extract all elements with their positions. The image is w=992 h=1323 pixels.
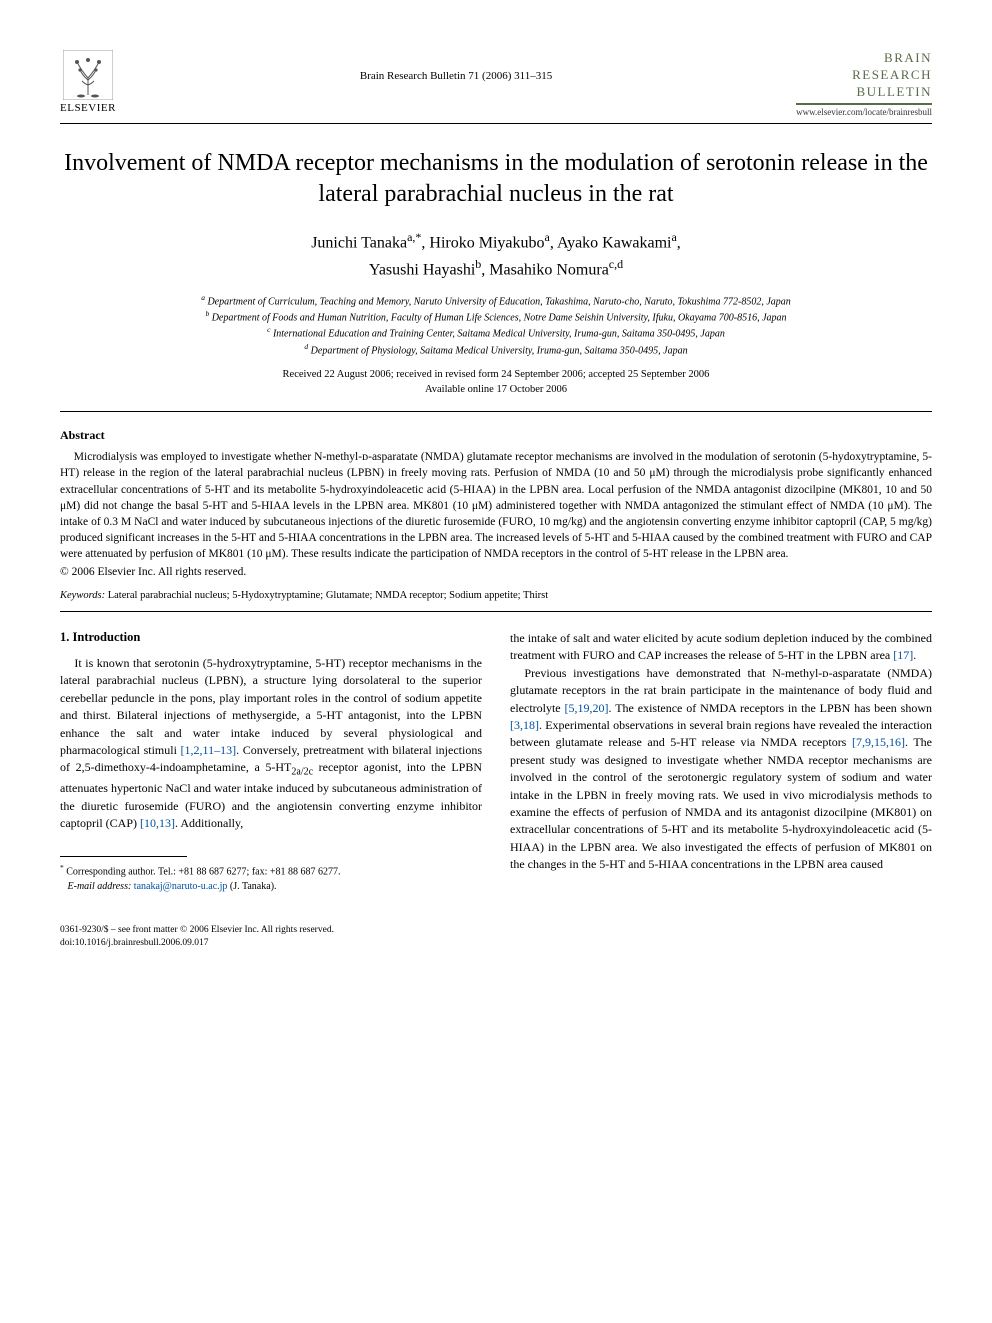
journal-name-line1: BRAIN bbox=[796, 50, 932, 67]
affiliation-c-text: International Education and Training Cen… bbox=[273, 329, 725, 340]
email-link[interactable]: tanakaj@naruto-u.ac.jp bbox=[131, 881, 227, 892]
footer-doi: doi:10.1016/j.brainresbull.2006.09.017 bbox=[60, 937, 932, 950]
journal-name-line3: BULLETIN bbox=[796, 84, 932, 101]
corresponding-author-footnote: * Corresponding author. Tel.: +81 88 687… bbox=[60, 863, 482, 893]
footnote-corr: * Corresponding author. Tel.: +81 88 687… bbox=[60, 863, 482, 879]
left-column: 1. Introduction It is known that seroton… bbox=[60, 630, 482, 894]
journal-citation: Brain Research Bulletin 71 (2006) 311–31… bbox=[360, 70, 552, 82]
affiliation-d: d Department of Physiology, Saitama Medi… bbox=[60, 342, 932, 358]
divider bbox=[60, 411, 932, 412]
intro-p3: Previous investigations have demonstrate… bbox=[510, 665, 932, 874]
keywords: Keywords: Lateral parabrachial nucleus; … bbox=[60, 590, 932, 601]
citation-link[interactable]: [3,18] bbox=[510, 718, 539, 732]
author-1-aff: a,* bbox=[407, 230, 421, 244]
citation-link[interactable]: [1,2,11–13] bbox=[181, 743, 237, 757]
affiliation-b-text: Department of Foods and Human Nutrition,… bbox=[212, 312, 787, 323]
publisher-logo: ELSEVIER bbox=[60, 50, 116, 114]
intro-p3d: . The present study was designed to inve… bbox=[510, 735, 932, 871]
footnote-email-label: E-mail address: bbox=[68, 881, 132, 892]
author-5: , Masahiko Nomura bbox=[481, 262, 609, 279]
journal-brand: BRAIN RESEARCH BULLETIN www.elsevier.com… bbox=[796, 50, 932, 117]
page-footer: 0361-9230/$ – see front matter © 2006 El… bbox=[60, 924, 932, 950]
footnote-corr-text: Corresponding author. Tel.: +81 88 687 6… bbox=[66, 867, 340, 878]
author-4: Yasushi Hayashi bbox=[369, 262, 475, 279]
body-columns: 1. Introduction It is known that seroton… bbox=[60, 630, 932, 894]
received-date: Received 22 August 2006; received in rev… bbox=[60, 368, 932, 383]
citation-link[interactable]: [5,19,20] bbox=[565, 701, 609, 715]
affiliation-a: a Department of Curriculum, Teaching and… bbox=[60, 293, 932, 309]
affiliation-a-text: Department of Curriculum, Teaching and M… bbox=[207, 296, 790, 307]
right-column: the intake of salt and water elicited by… bbox=[510, 630, 932, 894]
online-date: Available online 17 October 2006 bbox=[60, 383, 932, 398]
footnote-email: E-mail address: tanakaj@naruto-u.ac.jp (… bbox=[60, 880, 482, 894]
author-1: Junichi Tanaka bbox=[311, 234, 407, 251]
footnote-email-who: (J. Tanaka). bbox=[227, 881, 276, 892]
footnote-separator bbox=[60, 856, 187, 857]
abstract-body: Microdialysis was employed to investigat… bbox=[60, 449, 932, 562]
intro-p1a: It is known that serotonin (5-hydroxytry… bbox=[60, 656, 482, 757]
intro-p1: It is known that serotonin (5-hydroxytry… bbox=[60, 655, 482, 832]
footer-copyright: 0361-9230/$ – see front matter © 2006 El… bbox=[60, 924, 932, 937]
section-heading-intro: 1. Introduction bbox=[60, 630, 482, 645]
intro-p2b: . bbox=[913, 648, 916, 662]
keywords-label: Keywords: bbox=[60, 590, 105, 601]
citation-link[interactable]: [17] bbox=[893, 648, 913, 662]
author-sep: , bbox=[677, 234, 681, 251]
publisher-name: ELSEVIER bbox=[60, 102, 116, 114]
intro-p3b: . The existence of NMDA receptors in the… bbox=[609, 701, 932, 715]
affiliation-c: c International Education and Training C… bbox=[60, 325, 932, 341]
elsevier-tree-icon bbox=[63, 50, 113, 100]
author-3: , Ayako Kawakami bbox=[550, 234, 672, 251]
affiliations: a Department of Curriculum, Teaching and… bbox=[60, 293, 932, 358]
journal-url: www.elsevier.com/locate/brainresbull bbox=[796, 107, 932, 117]
author-5-aff: c,d bbox=[609, 257, 623, 271]
journal-header: ELSEVIER Brain Research Bulletin 71 (200… bbox=[60, 50, 932, 124]
divider bbox=[60, 611, 932, 612]
affiliation-d-text: Department of Physiology, Saitama Medica… bbox=[311, 345, 688, 356]
journal-name-line2: RESEARCH bbox=[796, 67, 932, 84]
abstract-copyright: © 2006 Elsevier Inc. All rights reserved… bbox=[60, 566, 932, 578]
intro-p2a: the intake of salt and water elicited by… bbox=[510, 631, 932, 662]
abstract-heading: Abstract bbox=[60, 428, 932, 443]
article-title: Involvement of NMDA receptor mechanisms … bbox=[60, 148, 932, 210]
subscript: 2a/2c bbox=[291, 767, 313, 778]
affiliation-b: b Department of Foods and Human Nutritio… bbox=[60, 309, 932, 325]
citation-link[interactable]: [7,9,15,16] bbox=[852, 735, 905, 749]
publication-dates: Received 22 August 2006; received in rev… bbox=[60, 368, 932, 397]
citation-link[interactable]: [10,13] bbox=[140, 816, 175, 830]
intro-p2: the intake of salt and water elicited by… bbox=[510, 630, 932, 665]
keywords-text: Lateral parabrachial nucleus; 5-Hydoxytr… bbox=[105, 590, 548, 601]
author-list: Junichi Tanakaa,*, Hiroko Miyakuboa, Aya… bbox=[60, 228, 932, 283]
intro-p1d: . Additionally, bbox=[175, 816, 243, 830]
author-2: , Hiroko Miyakubo bbox=[421, 234, 544, 251]
